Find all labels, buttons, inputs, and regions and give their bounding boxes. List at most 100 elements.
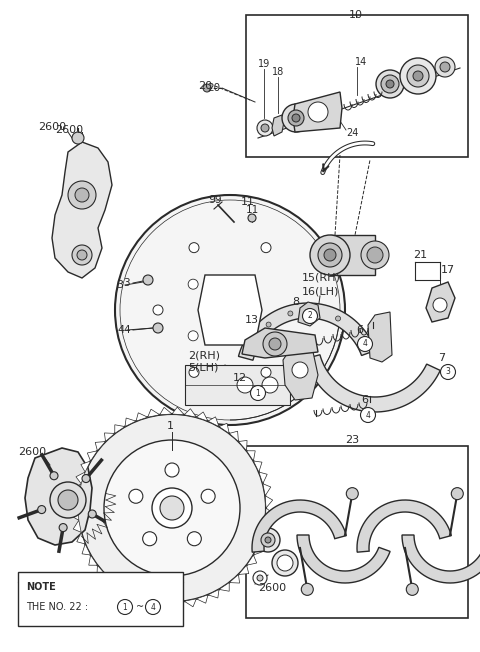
Text: 8: 8 (292, 297, 300, 307)
Circle shape (257, 575, 263, 581)
Circle shape (277, 555, 293, 571)
Circle shape (58, 490, 78, 510)
Circle shape (115, 195, 345, 425)
Polygon shape (357, 500, 451, 552)
Polygon shape (136, 413, 148, 421)
Circle shape (367, 247, 383, 263)
Circle shape (50, 482, 86, 518)
Circle shape (145, 599, 160, 614)
Text: 19: 19 (258, 59, 270, 69)
Polygon shape (368, 312, 392, 362)
Circle shape (435, 57, 455, 77)
Polygon shape (208, 417, 219, 426)
Circle shape (59, 524, 67, 531)
Circle shape (88, 510, 96, 518)
Text: 21: 21 (413, 250, 427, 260)
Circle shape (451, 488, 463, 499)
Text: 4: 4 (123, 325, 130, 335)
Text: 3: 3 (445, 368, 450, 376)
Polygon shape (196, 595, 208, 603)
Circle shape (143, 275, 153, 285)
Circle shape (324, 249, 336, 261)
Text: 3: 3 (123, 278, 130, 288)
Text: 6: 6 (357, 325, 363, 335)
Polygon shape (72, 508, 79, 520)
Text: 4: 4 (366, 411, 371, 419)
Circle shape (336, 316, 340, 321)
Circle shape (358, 336, 372, 351)
Circle shape (261, 243, 271, 252)
Polygon shape (265, 496, 273, 508)
Polygon shape (239, 565, 249, 574)
Polygon shape (72, 484, 81, 496)
Text: 4: 4 (151, 602, 156, 612)
Text: 18: 18 (272, 67, 284, 77)
Circle shape (237, 377, 253, 393)
Circle shape (288, 110, 304, 126)
Polygon shape (297, 535, 390, 583)
Circle shape (440, 62, 450, 72)
Circle shape (346, 488, 358, 499)
Text: 6: 6 (361, 395, 369, 405)
Text: 7: 7 (438, 353, 445, 363)
Text: 1: 1 (167, 421, 173, 431)
Polygon shape (198, 275, 262, 345)
Text: 20: 20 (198, 81, 212, 91)
Circle shape (165, 463, 179, 477)
Polygon shape (247, 451, 255, 461)
Polygon shape (115, 583, 125, 593)
Circle shape (129, 489, 143, 503)
Polygon shape (52, 142, 112, 278)
Text: 24: 24 (346, 128, 359, 138)
Polygon shape (283, 338, 318, 400)
Polygon shape (148, 599, 160, 607)
Circle shape (318, 243, 342, 267)
Text: 15(RH): 15(RH) (302, 273, 341, 283)
Circle shape (386, 80, 394, 88)
Circle shape (400, 58, 436, 94)
Text: NOTE: NOTE (26, 582, 56, 592)
Circle shape (160, 496, 184, 520)
Text: 4: 4 (118, 325, 125, 335)
Text: 1: 1 (122, 602, 127, 612)
Text: 11: 11 (245, 205, 259, 215)
Circle shape (50, 472, 58, 480)
Text: 17: 17 (441, 265, 455, 275)
Circle shape (261, 533, 275, 547)
Circle shape (407, 65, 429, 87)
Circle shape (188, 279, 198, 289)
Polygon shape (97, 565, 106, 576)
Polygon shape (265, 508, 273, 520)
Text: 9: 9 (208, 195, 216, 205)
Circle shape (413, 71, 423, 81)
Circle shape (203, 84, 211, 92)
Polygon shape (247, 555, 257, 565)
Text: 9: 9 (215, 195, 221, 205)
Circle shape (251, 385, 265, 400)
Text: 10: 10 (349, 10, 363, 20)
Circle shape (82, 475, 90, 482)
Polygon shape (71, 496, 79, 508)
Circle shape (118, 599, 132, 614)
Circle shape (75, 188, 89, 202)
Circle shape (253, 571, 267, 585)
Text: 13: 13 (245, 315, 259, 325)
Text: 23: 23 (345, 435, 359, 445)
Polygon shape (172, 601, 184, 609)
Circle shape (406, 584, 418, 595)
Polygon shape (196, 412, 208, 421)
Text: 2: 2 (308, 312, 312, 321)
Polygon shape (184, 599, 196, 607)
Polygon shape (136, 595, 148, 604)
Circle shape (265, 537, 271, 543)
Polygon shape (105, 433, 115, 441)
Circle shape (302, 308, 317, 323)
Circle shape (292, 114, 300, 122)
Polygon shape (125, 418, 136, 426)
Polygon shape (219, 423, 229, 434)
Polygon shape (402, 535, 480, 583)
Polygon shape (25, 448, 92, 545)
Polygon shape (82, 544, 91, 555)
Polygon shape (253, 544, 263, 555)
Text: 2600: 2600 (55, 125, 83, 135)
